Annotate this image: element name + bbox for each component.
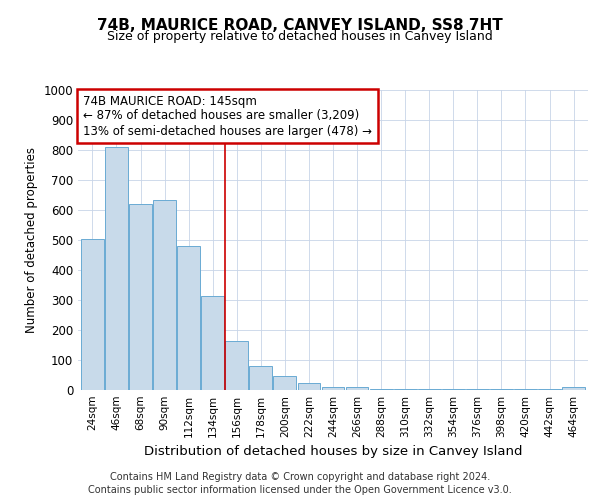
Y-axis label: Number of detached properties: Number of detached properties bbox=[25, 147, 38, 333]
Bar bbox=[370, 388, 392, 390]
Bar bbox=[129, 204, 152, 390]
Bar bbox=[81, 238, 104, 390]
Bar bbox=[201, 296, 224, 390]
Bar bbox=[226, 342, 248, 390]
Bar bbox=[418, 389, 440, 390]
Text: Size of property relative to detached houses in Canvey Island: Size of property relative to detached ho… bbox=[107, 30, 493, 43]
X-axis label: Distribution of detached houses by size in Canvey Island: Distribution of detached houses by size … bbox=[144, 446, 522, 458]
Bar bbox=[177, 246, 200, 390]
Bar bbox=[346, 387, 368, 390]
Bar bbox=[298, 384, 320, 390]
Bar bbox=[322, 387, 344, 390]
Bar bbox=[105, 147, 128, 390]
Bar bbox=[250, 366, 272, 390]
Text: Contains HM Land Registry data © Crown copyright and database right 2024.: Contains HM Land Registry data © Crown c… bbox=[110, 472, 490, 482]
Bar bbox=[274, 376, 296, 390]
Bar bbox=[562, 387, 585, 390]
Text: 74B, MAURICE ROAD, CANVEY ISLAND, SS8 7HT: 74B, MAURICE ROAD, CANVEY ISLAND, SS8 7H… bbox=[97, 18, 503, 32]
Text: Contains public sector information licensed under the Open Government Licence v3: Contains public sector information licen… bbox=[88, 485, 512, 495]
Bar bbox=[153, 200, 176, 390]
Bar bbox=[394, 388, 416, 390]
Text: 74B MAURICE ROAD: 145sqm
← 87% of detached houses are smaller (3,209)
13% of sem: 74B MAURICE ROAD: 145sqm ← 87% of detach… bbox=[83, 94, 372, 138]
Bar bbox=[442, 389, 465, 390]
